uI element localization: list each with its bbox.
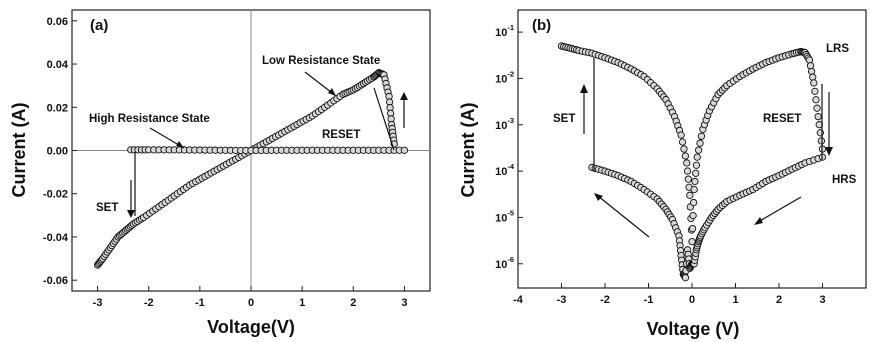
panel-b-x-tick-label: -4 <box>513 294 524 306</box>
sweep-arrowhead-left <box>594 193 603 201</box>
panel-b-data-point-series-0 <box>697 132 706 140</box>
annotation-reset-b: RESET <box>763 113 801 125</box>
panel-a-y-tick-label: -0.04 <box>43 232 69 244</box>
panel-b-data-point-series-0 <box>806 62 815 70</box>
panel-b-x-tick-label: 2 <box>776 294 782 306</box>
panel-b-data-point-series-0 <box>689 211 697 220</box>
panel-a-y-ticks: -0.06 -0.04 -0.02 0.00 0.02 0.04 0.06 <box>43 16 77 287</box>
panel-b-data-point-series-0 <box>678 138 687 146</box>
panel-b-data-point-series-0 <box>814 112 822 121</box>
panel-a-x-tick-label: -3 <box>93 297 103 309</box>
annotation-low-resistance-state: Low Resistance State <box>262 55 380 67</box>
panel-a-y-tick-label: 0.06 <box>47 16 68 28</box>
panel-b-data-point-series-0 <box>690 185 698 194</box>
panel-b-x-ticks: -4 -3 -2 -1 0 1 2 3 <box>513 283 826 306</box>
panel-b-y-tick-label: 10-6 <box>495 255 514 271</box>
arrowhead-reset-b <box>825 147 833 156</box>
panel-b-data-point-series-0 <box>805 56 814 64</box>
panel-b-y-ticks: 10-6 10-5 10-4 10-3 10-2 10-1 <box>495 23 523 271</box>
panel-a-y-tick-label: -0.02 <box>43 189 68 201</box>
panel-b-data-point-series-0 <box>688 238 696 246</box>
panel-b-data-point-series-0 <box>693 153 701 161</box>
panel-b-data-point-series-0 <box>683 159 691 167</box>
arrowhead-reset-a <box>400 92 408 100</box>
panel-b-label: (b) <box>532 17 551 34</box>
panel-b-data-point-series-0 <box>683 167 692 175</box>
panel-a-y-axis-title: Current (A) <box>9 103 29 198</box>
panel-a-y-tick-label: -0.06 <box>43 275 68 287</box>
panel-b-data-point-series-0 <box>689 198 698 207</box>
panel-b-data-point-series-0 <box>810 79 818 87</box>
annotation-lrs: LRS <box>826 43 849 55</box>
panel-b-data-point-series-0 <box>677 131 685 139</box>
panel-b-data-point-series-0 <box>686 191 694 199</box>
panel-a-x-tick-label: -1 <box>195 297 205 309</box>
panel-b-data-point-series-0 <box>691 177 699 186</box>
panel-b-x-tick-label: -2 <box>600 294 610 306</box>
panel-a-y-tick-label: 0.00 <box>47 146 68 158</box>
panel-a-x-ticks: -3 -2 -1 0 1 2 3 <box>93 286 407 309</box>
panel-a-data-point-series-1 <box>400 146 409 154</box>
panel-b-data-point-series-0 <box>809 73 817 81</box>
panel-a-x-tick-label: 1 <box>299 297 305 309</box>
annotation-set-b: SET <box>553 113 575 125</box>
panel-b-data-point-series-0 <box>696 139 704 147</box>
panel-a-x-tick-label: -2 <box>144 297 154 309</box>
panel-a-x-tick-label: 0 <box>248 297 254 309</box>
panel-a-y-tick-label: 0.04 <box>47 59 69 71</box>
arrowhead-set-a <box>127 210 135 218</box>
panel-b-markers <box>557 42 827 282</box>
panel-b-y-tick-label: 10-4 <box>495 162 515 178</box>
arrowhead-high-resistance-state <box>176 141 184 148</box>
panel-b-y-tick-label: 10-5 <box>495 208 514 224</box>
panel-a: -3 -2 -1 0 1 2 3 -0.06 -0.04 -0.02 0.00 0.02 0.04 0.… <box>9 9 431 337</box>
panel-b-data-point-series-1 <box>681 274 690 282</box>
annotation-hrs: HRS <box>832 174 857 186</box>
panel-b-data-point-series-0 <box>688 224 697 233</box>
panel-b-data-point-series-0 <box>680 145 688 153</box>
panel-b-x-tick-label: 3 <box>819 294 825 306</box>
panel-b-data-point-series-0 <box>692 161 701 169</box>
panel-b-data-point-series-0 <box>813 104 821 112</box>
panel-a-y-tick-label: 0.02 <box>47 102 68 114</box>
panel-a-x-tick-label: 2 <box>350 297 356 309</box>
panel-a-x-tick-label: 3 <box>401 297 407 309</box>
panel-b-data-point-series-0 <box>681 152 690 160</box>
panel-a-label: (a) <box>90 17 108 34</box>
panel-b-x-tick-label: -1 <box>644 294 654 306</box>
panel-b-data-point-series-0 <box>811 87 819 96</box>
reset-drop-line-a <box>373 87 395 151</box>
arrowhead-set-b <box>580 84 588 93</box>
panel-b: -4 -3 -2 -1 0 1 2 3 10-6 10-5 10-4 10-3 10-2 10-1 (b… <box>458 9 867 339</box>
panel-b-y-tick-label: 10-2 <box>495 69 514 85</box>
panel-b-data-point-series-0 <box>692 169 700 178</box>
panel-b-x-axis-title: Voltage (V) <box>647 319 740 339</box>
annotation-high-resistance-state: High Resistance State <box>89 113 210 125</box>
annotation-set-a: SET <box>96 202 118 214</box>
sweep-arrow-left <box>597 195 650 238</box>
panel-b-data-point-series-0 <box>694 146 703 154</box>
panel-b-y-tick-label: 10-3 <box>495 116 514 132</box>
panel-b-data-point-series-0 <box>684 175 692 183</box>
sweep-arrowhead-right <box>754 217 763 225</box>
panel-a-x-axis-title: Voltage(V) <box>207 317 295 337</box>
panel-b-y-tick-label: 10-1 <box>495 23 514 39</box>
panel-b-x-tick-label: 1 <box>732 294 738 306</box>
panel-b-x-tick-label: 0 <box>689 294 695 306</box>
panel-b-y-axis-title: Current (A) <box>458 103 478 198</box>
annotation-reset-a: RESET <box>322 129 360 141</box>
sweep-arrow-right <box>757 196 802 223</box>
panel-b-data-point-series-0 <box>812 96 820 104</box>
panel-b-x-tick-label: -3 <box>557 294 567 306</box>
arrowhead-low-resistance-state <box>328 88 336 96</box>
panel-a-markers <box>93 69 409 269</box>
panel-b-data-point-series-0 <box>807 67 816 76</box>
